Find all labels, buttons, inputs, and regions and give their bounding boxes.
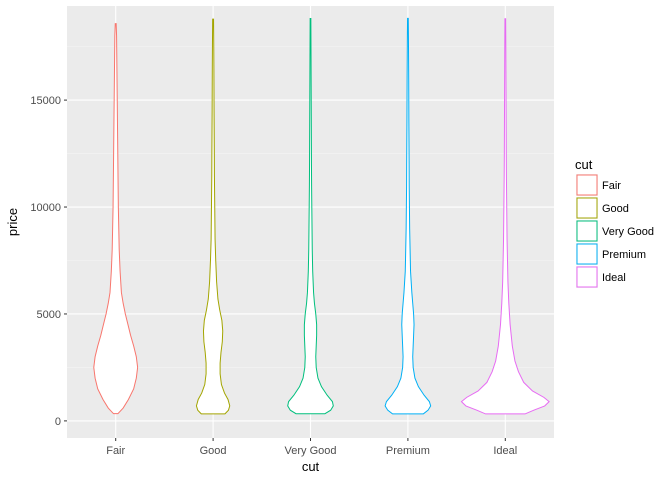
- violin-premium: [384, 17, 432, 415]
- x-tick-label: Fair: [106, 445, 125, 457]
- y-tick-label: 0: [55, 416, 61, 428]
- legend-title: cut: [575, 157, 593, 172]
- violin-very-good: [287, 17, 334, 415]
- x-tick-label: Very Good: [285, 445, 337, 457]
- legend-label: Good: [602, 203, 629, 215]
- legend-label: Premium: [602, 249, 646, 261]
- x-tick-label: Ideal: [493, 445, 517, 457]
- legend: cut Fair Good Very Good Premium Ideal: [575, 157, 654, 288]
- legend-label: Fair: [602, 180, 621, 192]
- y-axis: 0 5000 10000 15000: [30, 95, 67, 428]
- y-tick-label: 10000: [30, 202, 61, 214]
- violin-good: [195, 18, 231, 415]
- legend-key: [576, 197, 598, 219]
- y-tick-label: 5000: [37, 309, 61, 321]
- legend-label: Ideal: [602, 272, 626, 284]
- x-tick-label: Premium: [386, 445, 430, 457]
- legend-key: [576, 174, 598, 196]
- legend-label: Very Good: [602, 226, 654, 238]
- y-tick-label: 15000: [30, 95, 61, 107]
- x-axis-title: cut: [302, 459, 320, 474]
- x-tick-label: Good: [200, 445, 227, 457]
- legend-key: [576, 243, 598, 265]
- legend-key: [576, 220, 598, 242]
- legend-key: [576, 266, 598, 288]
- y-axis-title: price: [5, 208, 20, 236]
- x-axis: Fair Good Very Good Premium Ideal: [106, 438, 517, 457]
- violin-fair: [93, 23, 139, 415]
- violins: [93, 17, 550, 415]
- violin-ideal: [460, 18, 550, 415]
